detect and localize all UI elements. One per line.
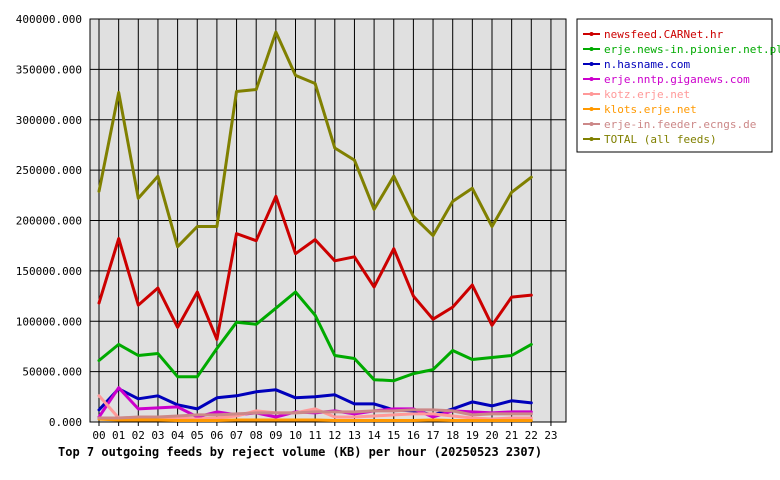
legend-marker (589, 92, 594, 96)
x-tick-label: 07 (230, 429, 243, 442)
legend-label: klots.erje.net (604, 103, 697, 116)
x-tick-label: 15 (387, 429, 400, 442)
x-tick-label: 09 (269, 429, 282, 442)
x-tick-label: 14 (367, 429, 381, 442)
series-lines (97, 30, 533, 422)
x-tick-label: 22 (525, 429, 538, 442)
x-tick-label: 02 (132, 429, 145, 442)
x-tick-label: 12 (328, 429, 341, 442)
legend-label: n.hasname.com (604, 58, 690, 71)
x-tick-label: 19 (466, 429, 479, 442)
legend-label: erje.nntp.giganews.com (604, 73, 750, 86)
x-tick-label: 06 (210, 429, 223, 442)
y-tick-label: 400000.000 (16, 13, 82, 26)
series-line-1 (97, 290, 533, 383)
x-tick-label: 01 (112, 429, 125, 442)
x-tick-label: 18 (446, 429, 459, 442)
x-tick-label: 20 (485, 429, 498, 442)
series-line-0 (97, 194, 533, 341)
legend-marker (589, 32, 594, 36)
y-tick-label: 100000.000 (16, 315, 82, 328)
legend-label: erje.news-in.pionier.net.pl (604, 43, 780, 56)
x-axis-tick-labels: 00 01 02 03 04 05 06 07 08 09 10 11 12 13 14 15 16 17 18 19… (92, 429, 557, 442)
series-line-2 (97, 387, 533, 417)
legend-label: erje-in.feeder.ecngs.de (604, 118, 756, 131)
series-line-7 (97, 30, 533, 249)
y-tick-label: 0.000 (49, 416, 82, 429)
x-tick-label: 11 (309, 429, 322, 442)
legend-marker (589, 137, 594, 141)
legend-box (576, 18, 773, 153)
x-tick-label: 00 (92, 429, 105, 442)
x-tick-label: 16 (407, 429, 420, 442)
legend-label: kotz.erje.net (604, 88, 690, 101)
y-tick-label: 150000.000 (16, 265, 82, 278)
chart-title: Top 7 outgoing feeds by reject volume (K… (58, 445, 542, 459)
series-line-5 (97, 417, 533, 422)
legend-marker (589, 62, 594, 66)
x-tick-label: 23 (544, 429, 557, 442)
x-tick-label: 08 (250, 429, 263, 442)
legend-marker (589, 107, 594, 111)
legend-label: TOTAL (all feeds) (604, 133, 717, 146)
y-tick-label: 250000.000 (16, 164, 82, 177)
series-line-4 (97, 394, 533, 422)
x-tick-label: 10 (289, 429, 302, 442)
y-tick-label: 300000.000 (16, 114, 82, 127)
legend-marker (589, 77, 594, 81)
x-tick-label: 03 (151, 429, 164, 442)
x-tick-label: 04 (171, 429, 185, 442)
x-tick-label: 21 (505, 429, 518, 442)
y-tick-label: 50000.000 (22, 366, 82, 379)
y-tick-label: 200000.000 (16, 215, 82, 228)
legend-marker (589, 47, 594, 51)
legend: newsfeed.CARNet.hr erje.news-in.pionier.n… (576, 18, 780, 153)
y-tick-label: 350000.000 (16, 63, 82, 76)
x-tick-label: 05 (191, 429, 204, 442)
y-axis-tick-labels: 0.000 50000.000 100000.000 150000.000 200000… (16, 13, 82, 429)
x-tick-label: 17 (426, 429, 439, 442)
legend-label: newsfeed.CARNet.hr (604, 28, 724, 41)
series-line-6 (97, 408, 533, 420)
x-tick-label: 13 (348, 429, 361, 442)
legend-marker (589, 122, 594, 126)
